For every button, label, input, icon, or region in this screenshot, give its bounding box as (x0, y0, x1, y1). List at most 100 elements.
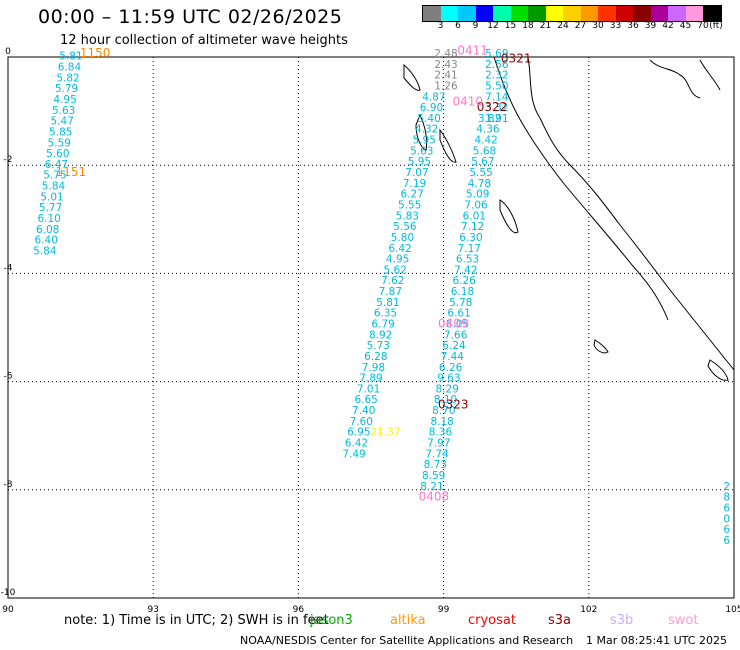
wave-height-label: 8.05 (446, 319, 469, 331)
wave-height-label: 7.17 (458, 243, 481, 255)
wave-height-label: 5.95 (413, 135, 436, 147)
legend-swatch (668, 6, 686, 21)
wave-height-label: 7.44 (441, 351, 465, 363)
wave-height-label: 2.43 (434, 59, 457, 71)
coastline (415, 113, 428, 151)
wave-height-label: 8.21 (420, 481, 443, 493)
wave-height-label: 6.84 (58, 62, 82, 74)
wave-height-label: 2 (723, 481, 730, 493)
legend-tick-label: 3 (437, 21, 444, 31)
wave-height-label: 5.56 (393, 221, 417, 233)
page-title: 00:00 – 11:59 UTC 02/26/2025 (38, 6, 343, 28)
page-subtitle: 12 hour collection of altimeter wave hei… (60, 33, 348, 48)
color-scale-labels: 3 6 9 12 15 18 21 24 27 30 33 36 39 42 45 70 (ft) (422, 21, 732, 33)
wave-height-label: 5.84 (42, 181, 66, 193)
legend-tick-label: 6 (455, 21, 461, 31)
wave-height-label: 5.69 (485, 48, 508, 60)
coastline (493, 56, 669, 321)
coastline (403, 63, 421, 91)
wave-height-label: 4.32 (415, 124, 438, 136)
y-tick-label: -8 (4, 480, 13, 490)
legend-tick-label: 70 (697, 21, 709, 31)
wave-height-label: 1.91 (485, 113, 508, 125)
legend-tick-label: 27 (574, 21, 587, 31)
wave-height-label: 7.87 (379, 286, 402, 298)
satellite-label-cryosat: cryosat (468, 613, 516, 628)
wave-height-label: 6.01 (463, 210, 486, 222)
wave-height-label: 7.42 (454, 264, 477, 276)
wave-height-label: 5.67 (471, 156, 494, 168)
legend-swatch (423, 6, 441, 21)
wave-height-label: 6.65 (354, 394, 377, 406)
legend-swatch (545, 6, 563, 21)
wave-height-label: 2.48 (434, 48, 457, 60)
legend-swatch (598, 6, 616, 21)
wave-height-label: 4.95 (53, 94, 76, 106)
wave-height-label: 6.28 (364, 351, 387, 363)
wave-height-label: 7.60 (350, 416, 373, 428)
wave-height-label: 4.42 (474, 135, 497, 147)
wave-height-label: 21.37 (370, 427, 400, 439)
pass-time-label: 0323 (438, 398, 469, 412)
wave-height-label: 7.62 (381, 275, 404, 287)
legend-tick-label: 45 (679, 21, 692, 31)
wave-height-label: 5.95 (408, 156, 431, 168)
x-tick-label: 105 (725, 605, 740, 615)
wave-height-label: 8.10 (434, 394, 457, 406)
wave-height-label: 6 (723, 524, 730, 536)
wave-height-label: 5.63 (410, 145, 433, 157)
wave-height-label: 5.81 (59, 51, 82, 63)
wave-height-label: 5.73 (367, 340, 390, 352)
pass-time-label: 0411 (457, 43, 488, 57)
wave-height-label: 5.01 (40, 191, 63, 203)
pass-time-label: 0322 (477, 100, 508, 114)
wave-height-label: 6.42 (388, 243, 411, 255)
pass-time-label: 1151 (56, 165, 87, 179)
wave-height-label: 6 (723, 502, 730, 514)
wave-height-label: 6.53 (456, 254, 479, 266)
wave-height-label: 6.42 (345, 438, 368, 450)
wave-height-label: 7.89 (359, 373, 382, 385)
y-tick-label: -6 (4, 372, 13, 382)
wave-height-label: 7.06 (464, 199, 488, 211)
wave-height-label: 4.87 (422, 91, 445, 103)
wave-height-label: 2.41 (434, 70, 457, 82)
legend-tick-label: 24 (557, 21, 569, 31)
y-tick-label: 0 (5, 47, 11, 57)
legend-tick-label: 30 (592, 21, 604, 31)
footer-credit: NOAA/NESDIS Center for Satellite Applica… (240, 634, 574, 647)
wave-height-label: 6.61 (447, 308, 470, 320)
legend-tick-label: 12 (487, 21, 499, 31)
satellite-label-s3b: s3b (610, 613, 634, 628)
wave-height-label: 6.35 (374, 308, 397, 320)
pass-time-label: 0409 (438, 317, 469, 331)
wave-height-label: 3.32 (485, 102, 508, 114)
wave-height-label: 5.63 (52, 105, 75, 117)
wave-height-label: 8.29 (436, 383, 459, 395)
wave-height-label: 8.73 (424, 459, 447, 471)
satellite-label-s3a: s3a (548, 613, 572, 628)
wave-height-label: 3.82 (478, 113, 501, 125)
wave-height-label: 5.78 (449, 297, 472, 309)
coastline (707, 359, 729, 381)
wave-height-label: 8.18 (430, 416, 453, 428)
pass-time-label: 0410 (453, 95, 484, 109)
y-tick-label: -2 (4, 155, 13, 165)
legend-swatch (650, 6, 668, 21)
wave-height-label: 8.36 (429, 427, 453, 439)
wave-height-label: 2.32 (485, 70, 508, 82)
legend-swatch (615, 6, 633, 21)
wave-height-label: 5.75 (43, 170, 66, 182)
legend-swatch (685, 6, 703, 21)
pass-time-label: 0408 (419, 490, 450, 504)
wave-height-label: 2.56 (485, 59, 509, 71)
coastline (699, 59, 721, 91)
wave-height-label: 6.24 (442, 340, 466, 352)
x-tick-label: 99 (438, 605, 450, 615)
wave-height-label: 6.26 (439, 362, 463, 374)
wave-height-label: 7.98 (362, 362, 385, 374)
wave-height-label: 7.19 (403, 178, 426, 190)
wave-height-label: 6.95 (347, 427, 370, 439)
coastline (649, 59, 701, 99)
